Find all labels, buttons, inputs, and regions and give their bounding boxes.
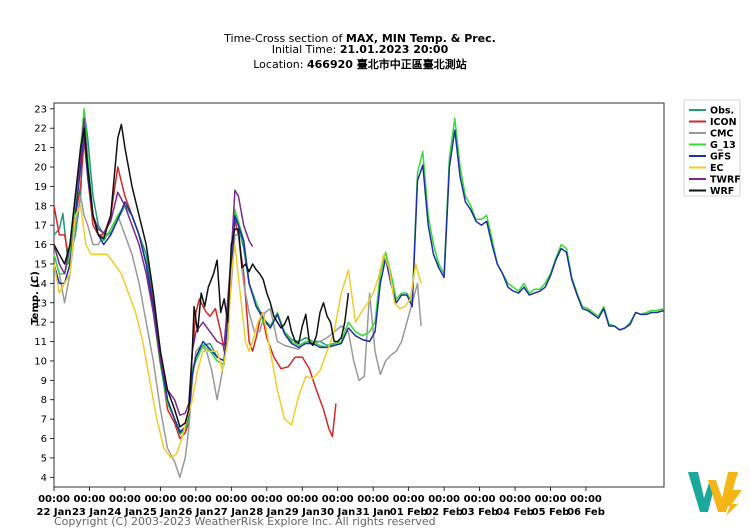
y-tick-label: 8 — [41, 395, 47, 406]
series-line-ec — [53, 205, 422, 459]
x-tick-date-label: 29 Jan — [285, 507, 320, 518]
x-tick-time-label: 00:00 — [570, 494, 602, 505]
x-tick-date-label: 04 Feb — [496, 507, 534, 518]
copyright-text: Copyright (C) 2003-2023 WeatherRisk Expl… — [54, 515, 436, 528]
x-tick-time-label: 00:00 — [180, 494, 212, 505]
x-tick-time-label: 00:00 — [109, 494, 141, 505]
y-axis: 4 5 6 7 8 9 10 11 12 13 14 15 16 17 18 19 20 21 22 23 — [34, 104, 54, 484]
x-tick-time-label: 00:00 — [428, 494, 460, 505]
legend-label: CMC — [710, 129, 733, 140]
y-tick-label: 11 — [34, 337, 47, 348]
x-tick-date-label: 28 Jan — [249, 507, 284, 518]
legend-label: GFS — [710, 152, 731, 163]
y-tick-label: 12 — [34, 318, 47, 329]
series-line-twrf — [53, 117, 254, 416]
x-tick-date-label: 02 Feb — [425, 507, 463, 518]
y-tick-label: 10 — [34, 356, 47, 367]
y-tick-label: 19 — [34, 182, 47, 193]
x-tick-date-label: 30 Jan — [320, 507, 355, 518]
x-tick-date-label: 27 Jan — [214, 507, 249, 518]
x-tick-time-label: 00:00 — [357, 494, 389, 505]
y-tick-label: 13 — [34, 298, 47, 309]
y-tick-label: 16 — [34, 240, 47, 251]
x-tick-date-label: 31 Jan — [356, 507, 391, 518]
series-lines — [53, 108, 665, 479]
x-tick-time-label: 00:00 — [215, 494, 247, 505]
x-tick-date-label: 23 Jan — [72, 507, 107, 518]
legend-label: G_13 — [710, 140, 736, 151]
y-tick-label: 5 — [41, 453, 47, 464]
series-line-wrf — [53, 123, 350, 428]
legend-label: EC — [710, 163, 723, 174]
y-tick-label: 4 — [41, 473, 47, 484]
x-tick-time-label: 00:00 — [464, 494, 496, 505]
x-tick-time-label: 00:00 — [144, 494, 176, 505]
y-tick-label: 6 — [41, 434, 47, 445]
x-tick-time-label: 00:00 — [499, 494, 531, 505]
y-tick-label: 7 — [41, 415, 47, 426]
y-tick-label: 14 — [34, 279, 47, 290]
weatherrisk-w-logo-icon — [688, 472, 742, 516]
x-tick-date-label: 01 Feb — [390, 507, 428, 518]
x-tick-time-label: 00:00 — [38, 494, 70, 505]
x-tick-date-label: 06 Feb — [567, 507, 605, 518]
x-tick-time-label: 00:00 — [74, 494, 106, 505]
y-tick-label: 18 — [34, 201, 47, 212]
plot-area — [53, 102, 665, 488]
chart-title-line-2: Initial Time: 21.01.2023 20:00 — [272, 43, 449, 56]
x-tick-time-label: 00:00 — [322, 494, 354, 505]
x-tick-date-label: 25 Jan — [143, 507, 178, 518]
y-tick-label: 20 — [34, 163, 47, 174]
y-tick-label: 15 — [34, 259, 47, 270]
y-axis-label: Temp. (C) — [30, 271, 41, 325]
x-tick-time-label: 00:00 — [251, 494, 283, 505]
x-tick-date-label: 05 Feb — [532, 507, 570, 518]
legend-label: WRF — [710, 186, 734, 197]
x-tick-date-label: 03 Feb — [461, 507, 499, 518]
y-tick-label: 17 — [34, 221, 47, 232]
x-tick-time-label: 00:00 — [393, 494, 425, 505]
y-tick-label: 22 — [34, 124, 47, 135]
x-tick-time-label: 00:00 — [286, 494, 318, 505]
y-tick-label: 23 — [34, 104, 47, 115]
x-tick-date-label: 24 Jan — [107, 507, 142, 518]
x-tick-date-label: 26 Jan — [178, 507, 213, 518]
chart-title-line-3: Location: 466920 臺北市中正區臺北測站 — [253, 57, 467, 71]
chart-title-line-1: Time-Cross section of MAX, MIN Temp. & P… — [223, 32, 496, 45]
legend-label: TWRF — [710, 175, 741, 186]
legend-label: ICON — [710, 117, 737, 128]
y-tick-label: 21 — [34, 143, 47, 154]
legend-label: Obs. — [710, 106, 734, 117]
x-tick-time-label: 00:00 — [535, 494, 567, 505]
y-tick-label: 9 — [41, 376, 47, 387]
x-tick-date-label: 22 Jan — [37, 507, 72, 518]
